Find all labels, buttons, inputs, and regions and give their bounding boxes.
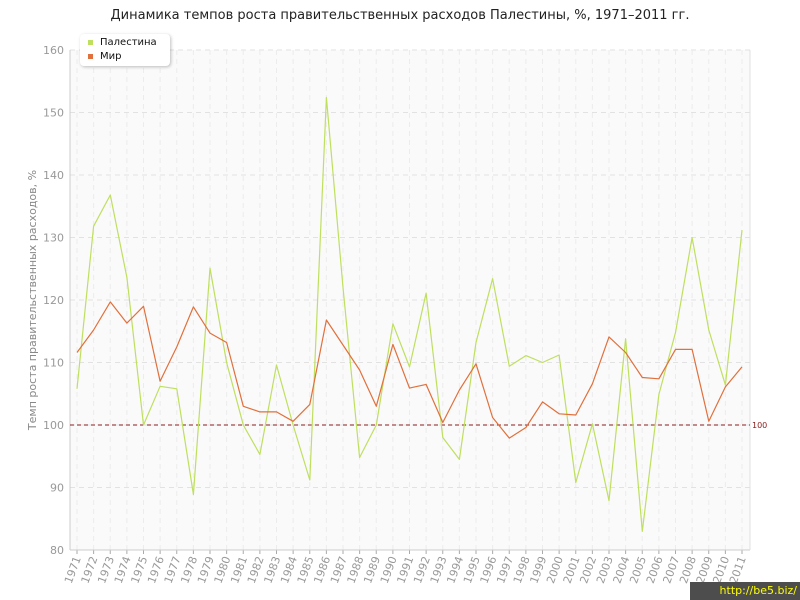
y-tick-label: 150 [43,107,64,120]
y-tick-label: 120 [43,294,64,307]
series-line-palestine [76,96,743,532]
reference-line-label: 100 [752,421,767,430]
watermark[interactable]: http://be5.biz/ [690,582,800,600]
legend-label-world: Мир [100,51,122,62]
legend: Палестина Мир [80,34,170,66]
y-tick-label: 80 [50,544,64,557]
reference-line-group: 100 [70,421,767,430]
y-tick-label: 160 [43,44,64,57]
grid [70,49,750,551]
chart-title: Динамика темпов роста правительственных … [110,8,690,23]
legend-item-world[interactable]: Мир [88,51,121,62]
y-axis-label: Темп роста правительственных расходов, % [26,170,39,431]
legend-swatch-world [88,53,93,59]
y-tick-label: 110 [43,357,64,370]
y-tick-label: 130 [43,232,64,245]
series-line-world [76,301,743,439]
legend-label-palestine: Палестина [100,37,157,48]
legend-swatch-palestine [88,39,93,45]
legend-item-palestine[interactable]: Палестина [88,37,157,48]
y-tick-label: 100 [43,419,64,432]
y-tick-label: 140 [43,169,64,182]
y-tick-label: 90 [50,482,64,495]
series-group [76,96,743,532]
